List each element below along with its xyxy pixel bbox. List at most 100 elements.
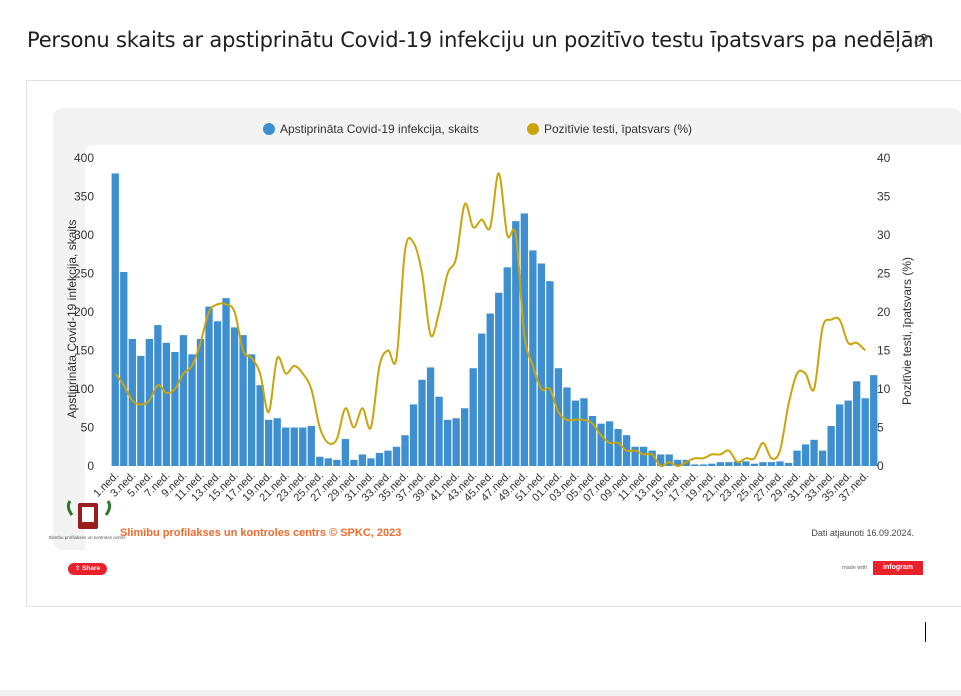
bar — [469, 368, 477, 466]
y-tick-left: 50 — [81, 421, 95, 435]
bar — [674, 459, 682, 466]
positivity-line — [114, 172, 866, 468]
bar — [222, 298, 230, 466]
y-tick-right: 30 — [877, 228, 891, 242]
bar — [273, 418, 281, 466]
legend-marker-bars — [263, 123, 275, 135]
bar — [179, 335, 188, 466]
bar — [230, 327, 239, 466]
y-tick-left: 100 — [74, 382, 94, 396]
bar — [733, 461, 742, 466]
bar — [861, 398, 869, 466]
y-tick-left: 200 — [74, 305, 94, 319]
bar — [665, 454, 673, 466]
y-axis-title-left: Apstiprināta Covid-19 infekcija, skaits — [65, 220, 79, 419]
bar — [571, 400, 580, 466]
y-axis-title-right: Pozitīvie testi, īpatsvars (%) — [900, 257, 914, 405]
bar — [793, 450, 801, 466]
bar — [358, 454, 367, 466]
y-tick-right: 25 — [877, 267, 891, 281]
bar — [486, 313, 494, 466]
made-with-label: made with — [842, 565, 868, 571]
bottom-strip — [0, 690, 961, 696]
bar — [137, 355, 145, 466]
y-tick-right: 35 — [877, 190, 891, 204]
bar — [239, 335, 247, 466]
bar — [418, 379, 426, 466]
bar — [282, 427, 290, 466]
share-icon: ⇪ — [74, 565, 83, 572]
bar — [801, 444, 810, 466]
bar — [844, 400, 852, 466]
bar — [196, 338, 205, 466]
bar — [742, 461, 750, 466]
source-credit: Slimību profilakses un kontroles centrs … — [120, 527, 401, 539]
bar — [537, 263, 546, 466]
bar — [341, 439, 350, 466]
bar — [818, 450, 827, 466]
share-button[interactable]: ⇪ Share — [68, 563, 107, 575]
bar — [827, 425, 835, 466]
bar — [716, 462, 724, 466]
y-tick-left: 0 — [87, 459, 94, 473]
bar — [588, 415, 597, 466]
bar — [870, 375, 878, 466]
bar — [205, 306, 213, 466]
bar — [307, 425, 315, 466]
bar — [478, 333, 486, 466]
bar — [188, 354, 196, 466]
page-title: Personu skaits ar apstiprinātu Covid-19 … — [27, 28, 934, 52]
bar — [835, 404, 844, 466]
bar — [375, 452, 384, 466]
bar — [299, 427, 307, 466]
bar — [128, 338, 136, 466]
y-tick-right: 15 — [877, 344, 891, 358]
bar — [154, 325, 162, 466]
bar — [384, 450, 392, 466]
bar — [495, 292, 503, 466]
bar — [853, 381, 861, 466]
bar — [171, 352, 179, 466]
bar — [443, 419, 452, 466]
y-tick-left: 350 — [74, 190, 94, 204]
updated-date: Dati atjaunoti 16.09.2024. — [811, 528, 914, 538]
bar — [750, 463, 759, 466]
bar — [648, 450, 656, 466]
bar — [614, 429, 622, 466]
bar — [810, 439, 818, 466]
bar — [247, 354, 256, 466]
bar — [435, 396, 443, 466]
bar — [324, 458, 332, 466]
bar — [333, 459, 341, 466]
logo-caption: Slimību profilakses un kontroles centrs — [48, 535, 126, 540]
bar — [350, 459, 358, 466]
bar — [554, 368, 563, 466]
y-tick-left: 300 — [74, 228, 94, 242]
y-tick-right: 10 — [877, 382, 891, 396]
bar — [290, 427, 298, 466]
link-icon[interactable] — [911, 30, 931, 50]
bar — [699, 464, 707, 466]
y-tick-right: 0 — [877, 459, 884, 473]
bar — [316, 456, 324, 466]
legend-label-bars: Apstiprināta Covid-19 infekcija, skaits — [280, 122, 479, 136]
bar — [392, 446, 401, 466]
bar — [409, 404, 418, 466]
infogram-badge[interactable]: infogram — [873, 561, 923, 575]
bar — [759, 462, 767, 466]
y-tick-left: 150 — [74, 344, 94, 358]
bar — [452, 418, 460, 466]
bar — [546, 281, 554, 466]
bar — [426, 367, 435, 466]
bar — [401, 435, 409, 466]
bar — [776, 461, 784, 466]
bar — [580, 398, 588, 466]
y-tick-left: 400 — [74, 151, 94, 165]
bar — [120, 271, 128, 466]
bar — [162, 342, 171, 466]
text-cursor — [925, 622, 926, 642]
infogram-embed: Apstiprināta Covid-19 infekcija, skaits … — [26, 80, 961, 607]
bar — [631, 446, 639, 466]
bar — [563, 387, 571, 466]
combo-chart: Apstiprināta Covid-19 infekcija, skaits … — [48, 122, 914, 540]
